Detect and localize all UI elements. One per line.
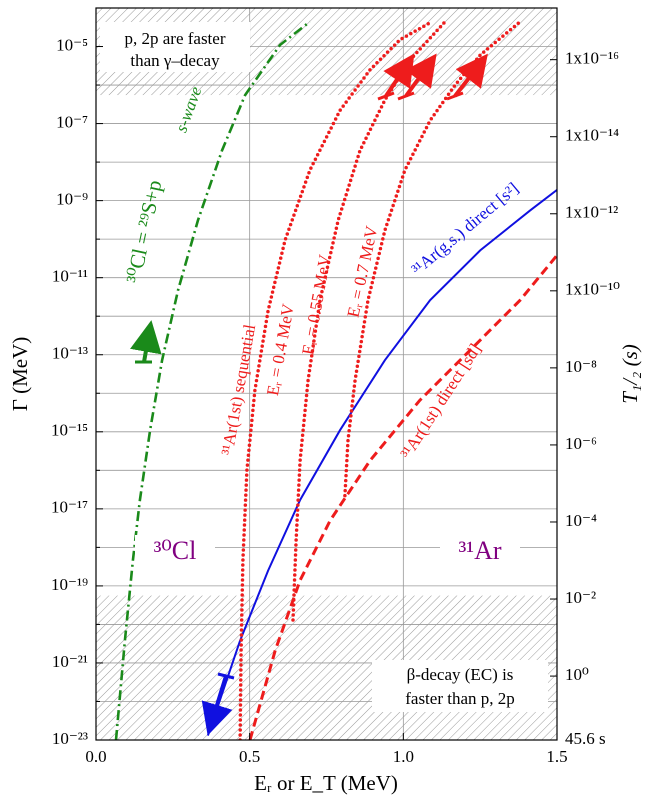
- arrows: [130, 53, 488, 736]
- annotation: faster than p, 2p: [405, 689, 515, 708]
- y2-tick-label: 45.6 s: [565, 729, 606, 748]
- y-axis-label: Γ (MeV): [8, 337, 32, 412]
- annotation: ³¹Ar(1st) sequential: [218, 323, 260, 457]
- y2-axis-label: T₁/₂ (s): [618, 344, 642, 404]
- label-box: [135, 535, 215, 571]
- series-line: [206, 189, 557, 736]
- y2-tick-label: 1x10⁻¹⁶: [565, 49, 619, 68]
- x-tick-label: 0.0: [85, 747, 106, 766]
- curve-label: Eᵣ = 0.55 MeV: [298, 252, 334, 356]
- y-tick-label: 10⁻⁵: [56, 35, 88, 54]
- y2-tick-label: 10⁰: [565, 665, 589, 684]
- x-tick-label: 1.5: [546, 747, 567, 766]
- x-tick-label: 1.0: [393, 747, 414, 766]
- y-tick-label: 10⁻¹⁹: [51, 575, 88, 594]
- arrow-bar: [217, 672, 235, 680]
- y-tick-label: 10⁻⁷: [56, 112, 88, 131]
- grid-layer: [96, 7, 557, 741]
- annotation: ³⁰Cl: [154, 536, 197, 565]
- arrow: [201, 675, 233, 736]
- y2-tick-label: 10⁻⁶: [565, 434, 597, 453]
- curve-label: ³⁰Cl = ²⁹S+p: [121, 178, 166, 285]
- arrow: [404, 53, 437, 98]
- x-axis-label: Eᵣ or E_T (MeV): [254, 771, 398, 795]
- arrow-bar: [377, 91, 395, 101]
- y2-tick-label: 1x10⁻¹⁰: [565, 280, 620, 299]
- arrow-bar: [446, 91, 464, 101]
- y2-tick-label: 10⁻²: [565, 588, 596, 607]
- series-line: [248, 254, 557, 740]
- annotation: p, 2p are faster: [124, 29, 225, 48]
- y-tick-label: 10⁻²¹: [52, 652, 88, 671]
- y2-tick-label: 1x10⁻¹⁴: [565, 126, 619, 145]
- curve-label: ³¹Ar(1st) direct [sd]: [396, 340, 484, 462]
- label-box: [440, 535, 520, 571]
- y-tick-label: 10⁻²³: [52, 729, 88, 748]
- series-line: [114, 20, 311, 740]
- arrow: [453, 53, 488, 98]
- background-layer: [96, 8, 557, 740]
- curve-label: ³¹Ar(g.s.) direct [s²]: [408, 179, 522, 279]
- note-box: [100, 22, 250, 72]
- plot-frame: [95, 7, 558, 741]
- annotation: ³¹Ar: [458, 536, 501, 565]
- y-tick-label: 10⁻¹³: [52, 344, 88, 363]
- y-tick-label: 10⁻¹⁷: [51, 498, 88, 517]
- note-box: [372, 660, 548, 712]
- series-line: [238, 19, 434, 740]
- x-tick-label: 0.5: [239, 747, 260, 766]
- annotation: than γ–decay: [130, 51, 220, 70]
- arrow-bar: [397, 91, 415, 101]
- y2-tick-label: 10⁻⁴: [565, 511, 597, 530]
- arrow: [130, 320, 162, 363]
- y2-tick-label: 10⁻⁸: [565, 357, 597, 376]
- curve-label: Eᵣ = 0.7 MeV: [344, 224, 382, 319]
- y2-tick-label: 1x10⁻¹²: [565, 203, 618, 222]
- annotation: β-decay (EC) is: [407, 665, 514, 684]
- y-tick-label: 10⁻¹⁵: [51, 421, 88, 440]
- y-tick-label: 10⁻¹¹: [52, 267, 88, 286]
- y-tick-label: 10⁻⁹: [56, 190, 88, 209]
